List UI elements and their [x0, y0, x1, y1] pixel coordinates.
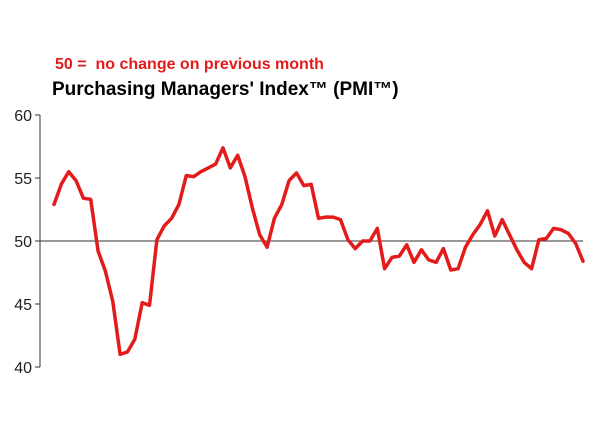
- y-tick-label: 60: [14, 108, 32, 125]
- pmi-series-line: [52, 146, 585, 357]
- y-tick-label: 40: [14, 360, 32, 377]
- y-tick-label: 55: [14, 171, 32, 188]
- chart-subtitle: 50 = no change on previous month: [55, 56, 324, 73]
- chart-title: Purchasing Managers' Index™ (PMI™): [52, 79, 399, 100]
- y-tick-label: 45: [14, 297, 32, 314]
- y-axis: 40 45 50 55 60: [14, 108, 41, 377]
- y-tick-label: 50: [14, 234, 32, 251]
- series-group: [52, 146, 585, 357]
